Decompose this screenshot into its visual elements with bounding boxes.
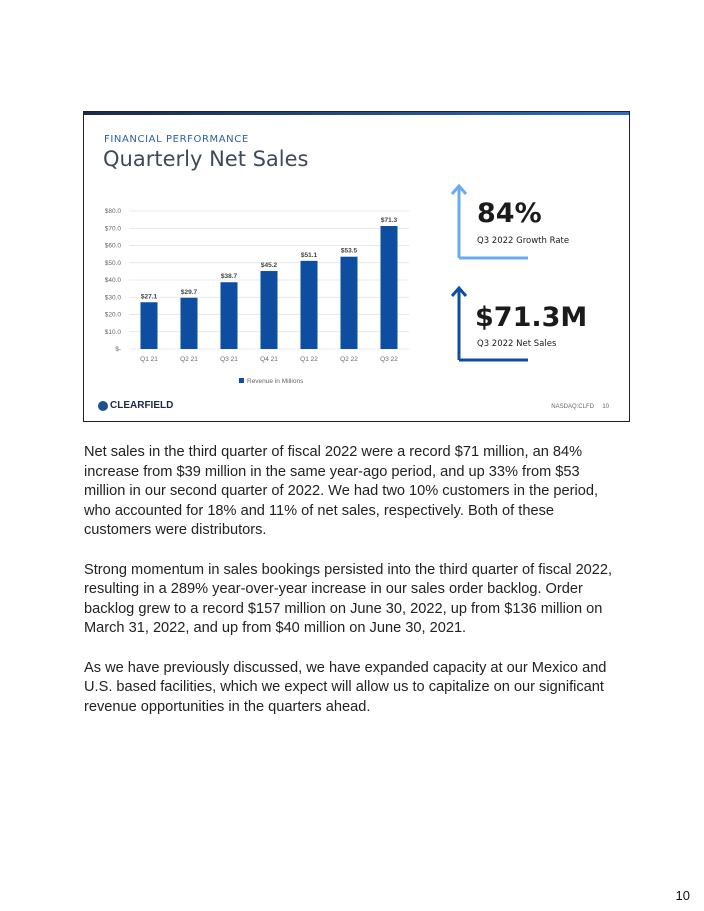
clearfield-logo: CLEARFIELD xyxy=(98,400,173,411)
y-tick-label: $10.0 xyxy=(105,329,122,336)
slide-title: Quarterly Net Sales xyxy=(103,147,309,171)
net-sales-value: $71.3M xyxy=(475,302,588,333)
up-arrow-icon xyxy=(450,183,528,260)
bar xyxy=(300,260,318,349)
x-tick-label: Q1 22 xyxy=(300,356,318,363)
data-label: $51.1 xyxy=(301,252,318,259)
y-tick-label: $70.0 xyxy=(105,225,122,232)
y-tick-label: $40.0 xyxy=(105,277,122,284)
legend-swatch xyxy=(239,378,244,383)
slide-footer: NASDAQ:CLFD 10 xyxy=(551,404,609,410)
data-label: $38.7 xyxy=(221,273,238,280)
logo-mark-icon xyxy=(98,400,108,411)
x-tick-label: Q2 21 xyxy=(180,356,198,363)
slide-top-bar xyxy=(84,112,629,115)
bar xyxy=(180,297,198,349)
logo-text: CLEARFIELD xyxy=(110,400,174,411)
data-label: $29.7 xyxy=(181,289,198,296)
bar xyxy=(340,256,358,349)
x-tick-label: Q1 21 xyxy=(140,356,158,363)
paragraph: As we have previously discussed, we have… xyxy=(84,659,607,715)
bar xyxy=(220,282,238,349)
data-label: $27.1 xyxy=(141,293,158,300)
y-tick-label: $50.0 xyxy=(105,260,122,267)
x-tick-label: Q3 21 xyxy=(220,356,238,363)
bar xyxy=(380,226,398,349)
data-label: $71.3 xyxy=(381,217,398,224)
paragraph: Net sales in the third quarter of fiscal… xyxy=(84,444,599,539)
y-tick-label: $- xyxy=(115,346,121,353)
y-tick-label: $30.0 xyxy=(105,294,122,301)
x-tick-label: Q4 21 xyxy=(260,356,278,363)
bar xyxy=(260,271,278,349)
y-tick-label: $20.0 xyxy=(105,312,122,319)
x-tick-label: Q3 22 xyxy=(380,356,398,363)
ticker: NASDAQ:CLFD xyxy=(551,404,594,410)
slide: FINANCIAL PERFORMANCE Quarterly Net Sale… xyxy=(83,111,630,422)
legend-label: Revenue in Millions xyxy=(247,378,304,385)
growth-rate-label: Q3 2022 Growth Rate xyxy=(477,236,570,246)
slide-kicker: FINANCIAL PERFORMANCE xyxy=(104,134,249,145)
x-tick-label: Q2 22 xyxy=(340,356,358,363)
data-label: $53.5 xyxy=(341,248,358,255)
paragraph: Strong momentum in sales bookings persis… xyxy=(84,561,613,637)
y-tick-label: $60.0 xyxy=(105,243,122,250)
page-number: 10 xyxy=(675,888,690,903)
growth-rate-value: 84% xyxy=(477,198,542,229)
bar-chart: $- $10.0 $20.0 $30.0 $40.0 $50.0 $60.0 $70.0 $80… xyxy=(105,208,409,385)
body-text: Net sales in the third quarter of fiscal… xyxy=(84,443,624,737)
up-arrow-icon xyxy=(450,285,528,362)
slide-number: 10 xyxy=(602,404,609,410)
net-sales-label: Q3 2022 Net Sales xyxy=(477,339,557,349)
y-tick-label: $80.0 xyxy=(105,208,122,215)
bar xyxy=(140,302,158,349)
data-label: $45.2 xyxy=(261,262,278,269)
